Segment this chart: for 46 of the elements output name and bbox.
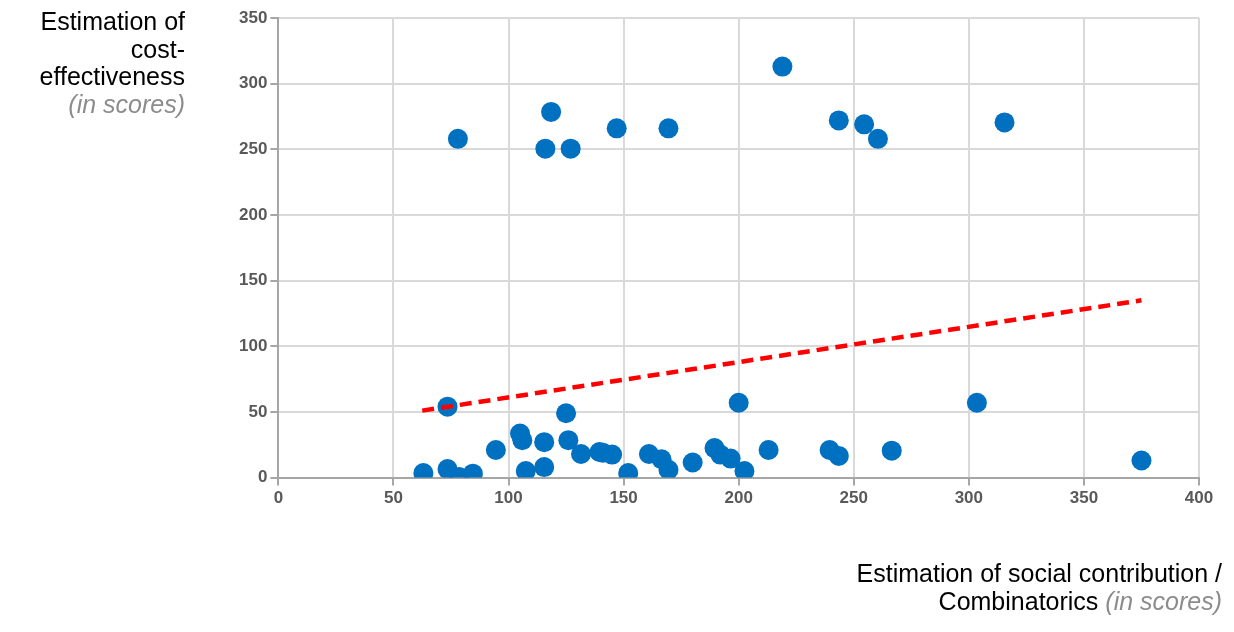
- point: [881, 440, 902, 461]
- point: [602, 444, 623, 465]
- point: [658, 459, 679, 478]
- point: [485, 440, 506, 461]
- point: [966, 392, 987, 413]
- y-tick-label: 50: [248, 401, 268, 421]
- point: [828, 445, 849, 466]
- x-tick-label: 100: [494, 488, 523, 508]
- x-tick-label: 200: [724, 488, 753, 508]
- point: [728, 392, 749, 413]
- y-axis-title: Estimation of cost-effectiveness (in scores): [38, 7, 185, 118]
- x-tick-label: 0: [273, 488, 284, 508]
- y-tick-label: 300: [238, 73, 268, 93]
- point: [534, 457, 555, 478]
- point: [534, 432, 555, 453]
- x-tick-label: 350: [1069, 488, 1099, 508]
- x-axis-title: Estimation of social contribution / Combinatorics (in scores): [855, 559, 1222, 615]
- point: [556, 403, 577, 424]
- y-tick-label: 200: [238, 204, 268, 224]
- point: [560, 138, 581, 159]
- y-tick-label: 100: [238, 335, 268, 355]
- x-tick-label: 300: [954, 488, 984, 508]
- y-tick-label: 250: [238, 139, 268, 158]
- point: [558, 430, 579, 451]
- point: [772, 56, 793, 77]
- point: [535, 138, 556, 159]
- point: [854, 114, 875, 135]
- point: [606, 118, 627, 139]
- point: [658, 118, 679, 139]
- x-tick-label: 50: [383, 488, 403, 508]
- point: [1131, 450, 1152, 471]
- point: [758, 440, 779, 461]
- point: [682, 452, 703, 473]
- point: [994, 112, 1015, 133]
- x-tick-label: 250: [839, 488, 868, 508]
- y-tick-label: 150: [238, 270, 268, 290]
- y-tick-label: 0: [257, 467, 268, 487]
- point: [447, 128, 468, 149]
- x-tick-label: 150: [609, 488, 638, 508]
- point: [541, 101, 562, 122]
- y-tick-label: 350: [238, 7, 268, 27]
- point: [720, 448, 741, 469]
- point: [571, 443, 592, 464]
- point: [828, 110, 849, 131]
- point: [867, 128, 888, 149]
- x-tick-label: 400: [1184, 488, 1214, 508]
